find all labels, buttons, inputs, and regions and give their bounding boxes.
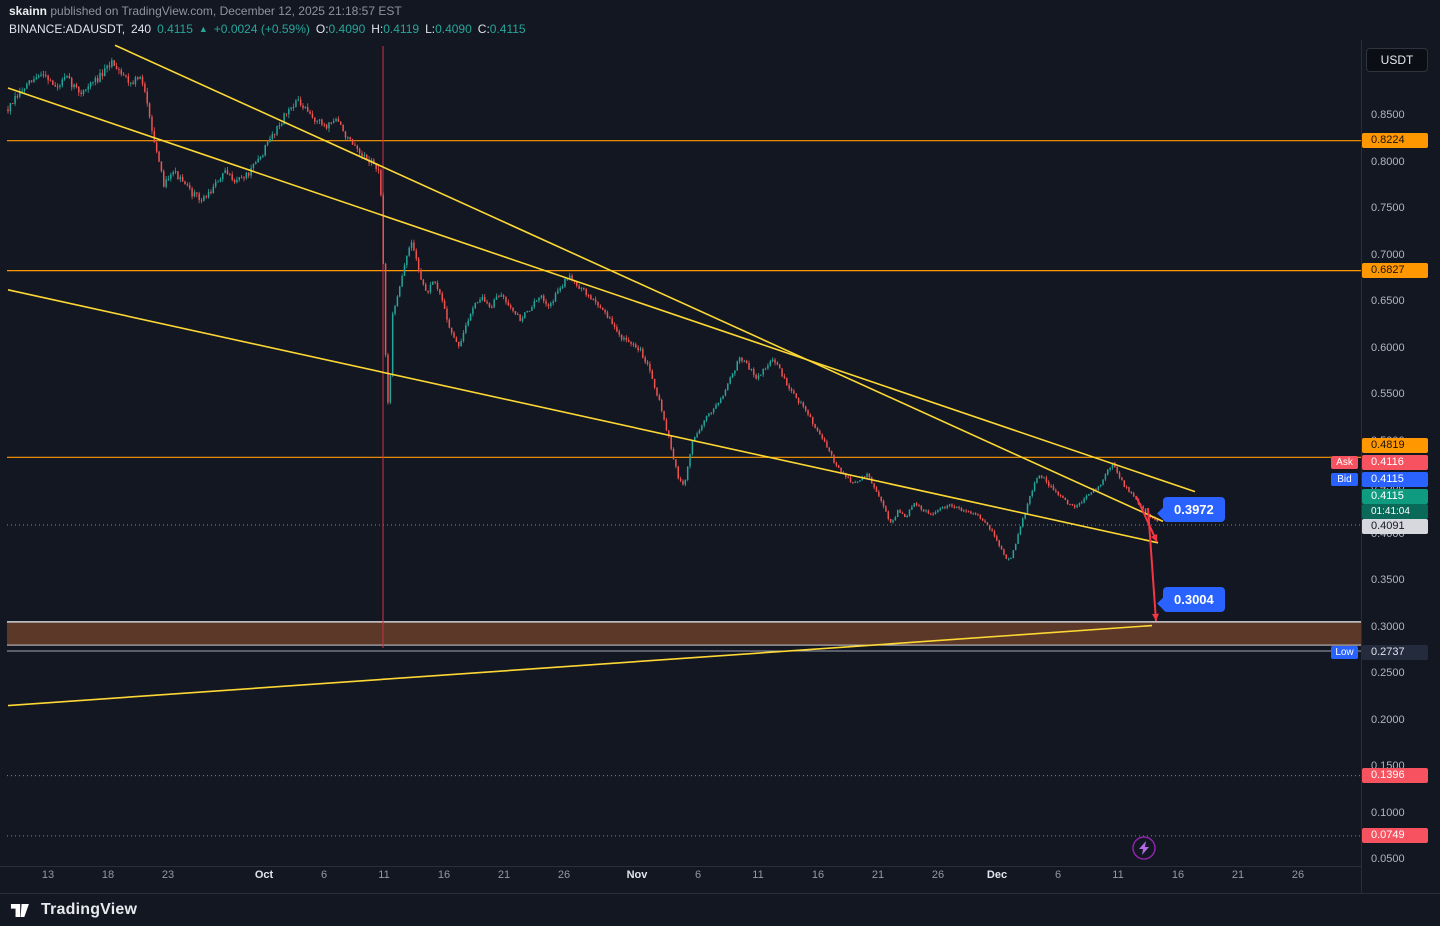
- price-axis[interactable]: [1361, 40, 1440, 893]
- time-axis[interactable]: [0, 866, 1361, 893]
- ohlc-low-value: 0.4090: [435, 22, 472, 36]
- ohlc-low: L: 0.4090: [425, 22, 472, 36]
- ohlc-close-value: 0.4115: [489, 22, 526, 36]
- symbol-title: BINANCE:ADAUSDT,: [9, 22, 126, 36]
- last-price-text: 0.4115: [157, 22, 193, 36]
- ohlc-open-value: 0.4090: [328, 22, 366, 36]
- ohlc-open: O: 0.4090: [316, 22, 365, 36]
- publish-info: published on TradingView.com, December 1…: [47, 4, 402, 18]
- brand-wordmark[interactable]: TradingView: [41, 901, 138, 918]
- ohlc-high: H: 0.4119: [371, 22, 419, 36]
- trendline-3[interactable]: [7, 289, 1159, 544]
- projection-arrowhead: [1152, 613, 1159, 621]
- ohlc-low-label: L:: [425, 22, 436, 36]
- footer-separator: [0, 893, 1440, 894]
- ohlc-open-label: O:: [315, 22, 329, 36]
- ohlc-high-label: H:: [371, 22, 384, 36]
- ohlc-high-value: 0.4119: [383, 22, 420, 36]
- trendline-1[interactable]: [7, 87, 1196, 493]
- candlestick-series: [7, 57, 1159, 561]
- lightning-icon: [1139, 841, 1149, 855]
- author-name[interactable]: skainn: [9, 4, 48, 18]
- up-arrow-icon: ▲: [198, 24, 208, 34]
- currency-toggle-button[interactable]: USDT: [1366, 48, 1428, 72]
- interval-label: 240: [131, 22, 152, 36]
- footer-bar: TradingView: [10, 897, 137, 923]
- chart-plot[interactable]: [7, 44, 1361, 860]
- publish-bar: skainn published on TradingView.com, Dec…: [9, 4, 402, 18]
- projection-arrow-1[interactable]: [1135, 495, 1158, 543]
- projection-arrow-2[interactable]: [1147, 507, 1157, 622]
- symbol-bar: BINANCE:ADAUSDT, 240 0.4115 ▲ +0.0024 (+…: [9, 22, 526, 36]
- trendline-4[interactable]: [7, 624, 1153, 707]
- trendline-2[interactable]: [114, 44, 1164, 523]
- support-zone[interactable]: [7, 621, 1361, 646]
- ohlc-close-label: C:: [477, 22, 490, 36]
- tradingview-logo-icon[interactable]: [10, 900, 34, 921]
- price-change-text: +0.0024 (+0.59%): [213, 22, 310, 36]
- projection-arrowhead: [1150, 534, 1158, 542]
- ohlc-close: C: 0.4115: [478, 22, 526, 36]
